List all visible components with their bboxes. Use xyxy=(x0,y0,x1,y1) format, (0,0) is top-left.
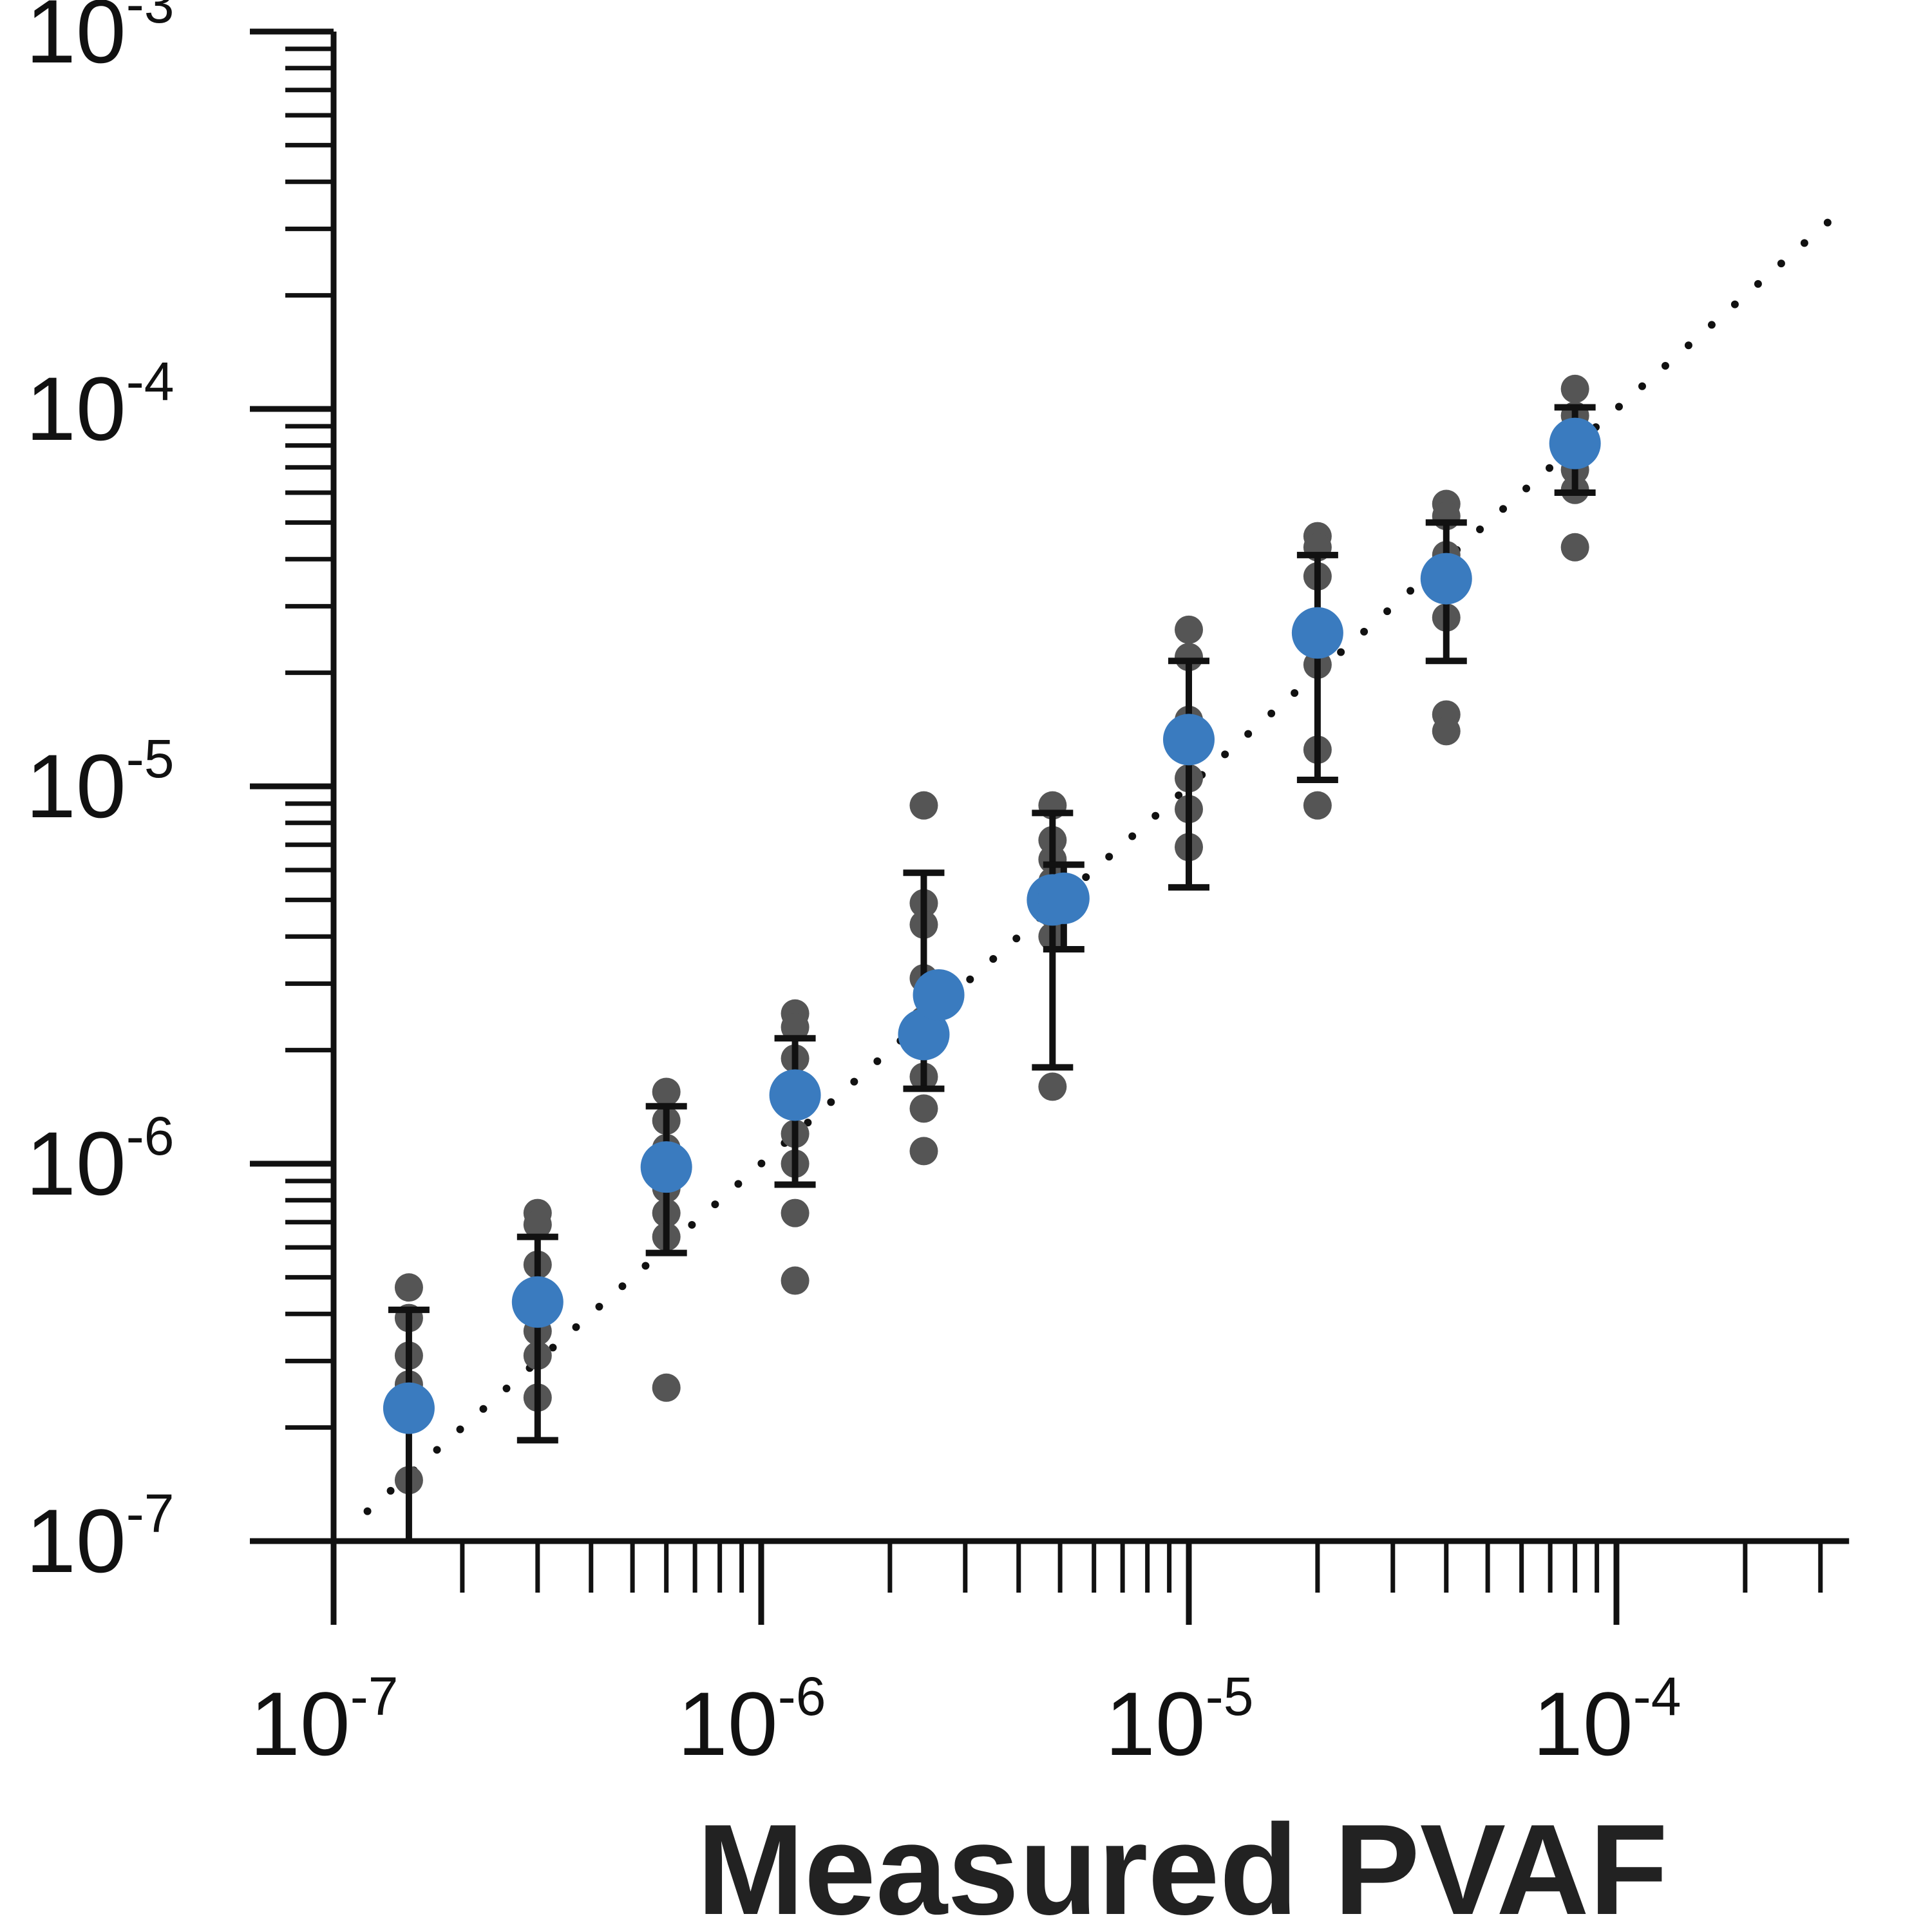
y-tick-base: 10 xyxy=(26,1113,126,1214)
replicate-point xyxy=(1175,615,1203,644)
y-tick-label: 10-3 xyxy=(26,0,174,82)
identity-reference-line xyxy=(363,200,1853,1515)
mean-points-layer xyxy=(383,417,1601,1434)
mean-point xyxy=(1037,872,1090,924)
y-tick-label: 10-6 xyxy=(26,1106,174,1214)
y-tick-exponent: -3 xyxy=(126,0,175,34)
mean-point xyxy=(898,1009,950,1061)
x-tick-base: 10 xyxy=(1105,1673,1206,1774)
replicate-point xyxy=(909,1137,938,1166)
y-tick-exponent: -4 xyxy=(126,351,175,412)
x-tick-base: 10 xyxy=(677,1673,778,1774)
mean-point xyxy=(769,1069,821,1121)
mean-point xyxy=(913,969,965,1021)
replicate-point xyxy=(781,1013,810,1042)
y-tick-base: 10 xyxy=(26,358,126,459)
mean-point xyxy=(1420,553,1472,605)
replicate-point xyxy=(1560,533,1589,562)
replicate-point xyxy=(1175,643,1203,672)
replicate-point xyxy=(909,1094,938,1123)
replicate-point xyxy=(1038,1072,1067,1101)
x-tick-base: 10 xyxy=(250,1673,350,1774)
replicate-point xyxy=(523,1210,552,1239)
mean-point xyxy=(1549,417,1601,469)
y-tick-base: 10 xyxy=(26,735,126,837)
y-tick-base: 10 xyxy=(26,1490,126,1591)
error-bars-layer xyxy=(388,404,1596,1541)
y-tick-exponent: -7 xyxy=(126,1483,175,1544)
x-tick-exponent: -7 xyxy=(350,1666,399,1727)
x-tick-label: 10-7 xyxy=(250,1666,398,1774)
y-tick-base: 10 xyxy=(26,0,126,82)
replicate-point xyxy=(1560,374,1589,403)
y-tick-exponent: -6 xyxy=(126,1106,175,1166)
mean-point xyxy=(1291,607,1343,659)
replicate-point xyxy=(394,1273,423,1302)
replicate-point xyxy=(652,1077,681,1106)
x-tick-base: 10 xyxy=(1533,1673,1633,1774)
mean-point xyxy=(640,1141,692,1193)
reference-line-layer xyxy=(363,200,1853,1515)
y-tick-label: 10-5 xyxy=(26,728,174,837)
y-tick-label: 10-7 xyxy=(26,1483,174,1591)
x-tick-exponent: -6 xyxy=(778,1666,826,1727)
replicate-point xyxy=(781,1198,810,1227)
replicate-point xyxy=(652,1373,681,1402)
axes-layer: 10-710-610-510-410-310-7 10-6 10-5 10-4 xyxy=(26,0,1850,1774)
replicate-point xyxy=(781,1266,810,1295)
y-tick-label: 10-4 xyxy=(26,351,174,459)
x-tick-exponent: -5 xyxy=(1206,1666,1254,1727)
mean-point xyxy=(383,1382,435,1434)
x-tick-label: 10-5 xyxy=(1105,1666,1253,1774)
mean-point xyxy=(1163,714,1215,766)
x-axis-title: Measured PVAF xyxy=(697,1798,1668,1932)
mean-point xyxy=(511,1276,564,1328)
replicate-point xyxy=(1303,791,1332,820)
x-tick-label: 10-6 xyxy=(677,1666,826,1774)
x-tick-exponent: -4 xyxy=(1633,1666,1681,1727)
replicate-point xyxy=(1432,717,1461,746)
x-tick-label: 10-4 xyxy=(1533,1666,1681,1774)
y-tick-exponent: -5 xyxy=(126,728,175,789)
replicate-point xyxy=(909,791,938,820)
